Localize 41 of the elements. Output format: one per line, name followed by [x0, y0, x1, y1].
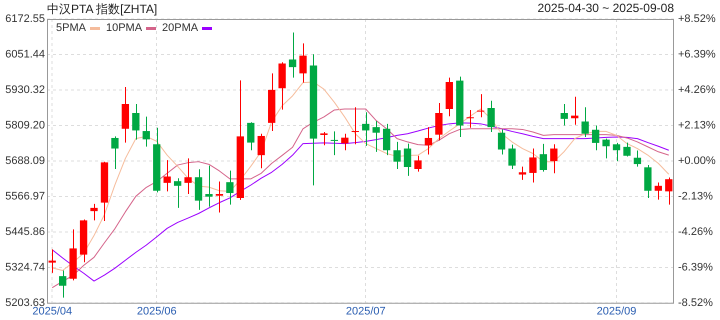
- y2-tick-label: -2.13%: [678, 190, 714, 202]
- y2-tick-label: +6.39%: [678, 48, 716, 61]
- y-tick-label: 5445.86: [5, 226, 45, 238]
- y2-tick-label: -6.39%: [678, 261, 714, 274]
- candlestick: [665, 177, 672, 206]
- candlestick: [122, 86, 130, 144]
- candlestick: [226, 170, 234, 206]
- y2-tick-label: -8.52%: [678, 296, 714, 309]
- y-tick-label: 5566.97: [5, 190, 45, 202]
- y2-tick-label: +0.00%: [678, 154, 716, 167]
- y-tick-label: 5930.32: [5, 84, 45, 96]
- candlestick: [654, 182, 662, 200]
- legend-label: 20PMA: [162, 22, 198, 34]
- candlestick: [540, 143, 548, 172]
- y-tick-label: 5324.74: [5, 261, 45, 274]
- legend-label: 10PMA: [106, 22, 142, 34]
- candlestick: [48, 248, 56, 274]
- candlestick: [352, 106, 359, 145]
- y2-tick-label: +2.13%: [678, 119, 716, 132]
- legend-label: 5PMA: [56, 22, 86, 34]
- y-tick-label: 5809.20: [5, 119, 45, 132]
- y2-tick-label: +8.52%: [678, 13, 716, 26]
- candlestick: [341, 133, 348, 151]
- candlestick: [174, 178, 182, 208]
- candlestick: [560, 104, 568, 126]
- chart-subtitle: 2025-04-30 ~ 2025-09-08: [538, 1, 674, 15]
- y-tick-label: 6172.55: [5, 13, 45, 26]
- x-tick-label: 2025/04: [32, 305, 72, 318]
- x-tick-label: 2025/06: [136, 305, 177, 318]
- y-tick-label: 5688.09: [5, 154, 45, 167]
- x-tick-label: 2025/07: [346, 305, 386, 318]
- candlestick: [164, 160, 171, 192]
- candlestick: [477, 94, 484, 118]
- y2-tick-label: +4.26%: [678, 84, 716, 96]
- y2-tick-label: -4.26%: [678, 226, 714, 238]
- x-tick-label: 2025/09: [596, 305, 636, 318]
- candlestick: [466, 109, 474, 128]
- candlestick: [142, 116, 150, 148]
- chart-title: 中汉PTA 指数[ZHTA]: [47, 1, 158, 18]
- candlestick: [330, 130, 338, 156]
- y-tick-label: 6051.44: [5, 48, 45, 61]
